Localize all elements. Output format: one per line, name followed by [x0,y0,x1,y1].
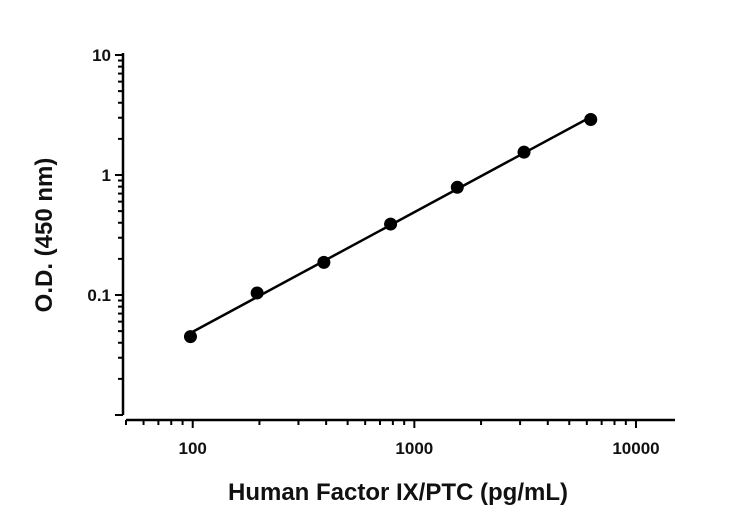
y-axis: 0.1 1 10 [87,46,125,416]
y-tick-label: 1 [102,166,111,185]
y-tick-label: 0.1 [87,286,111,305]
data-point [250,286,264,300]
x-axis-title: Human Factor IX/PTC (pg/mL) [228,479,568,506]
data-point [584,113,598,127]
y-axis-title: O.D. (450 nm) [31,158,58,313]
x-axis: 100 1000 10000 [125,418,675,458]
data-point [450,180,464,194]
y-tick-label: 10 [92,46,111,65]
data-point [384,217,398,231]
data-point [317,255,331,269]
x-tick-label: 10000 [612,439,659,458]
plot-area [183,113,598,344]
x-tick-label: 1000 [395,439,433,458]
data-point [517,145,531,159]
x-tick-label: 100 [179,439,207,458]
data-point [183,330,197,344]
